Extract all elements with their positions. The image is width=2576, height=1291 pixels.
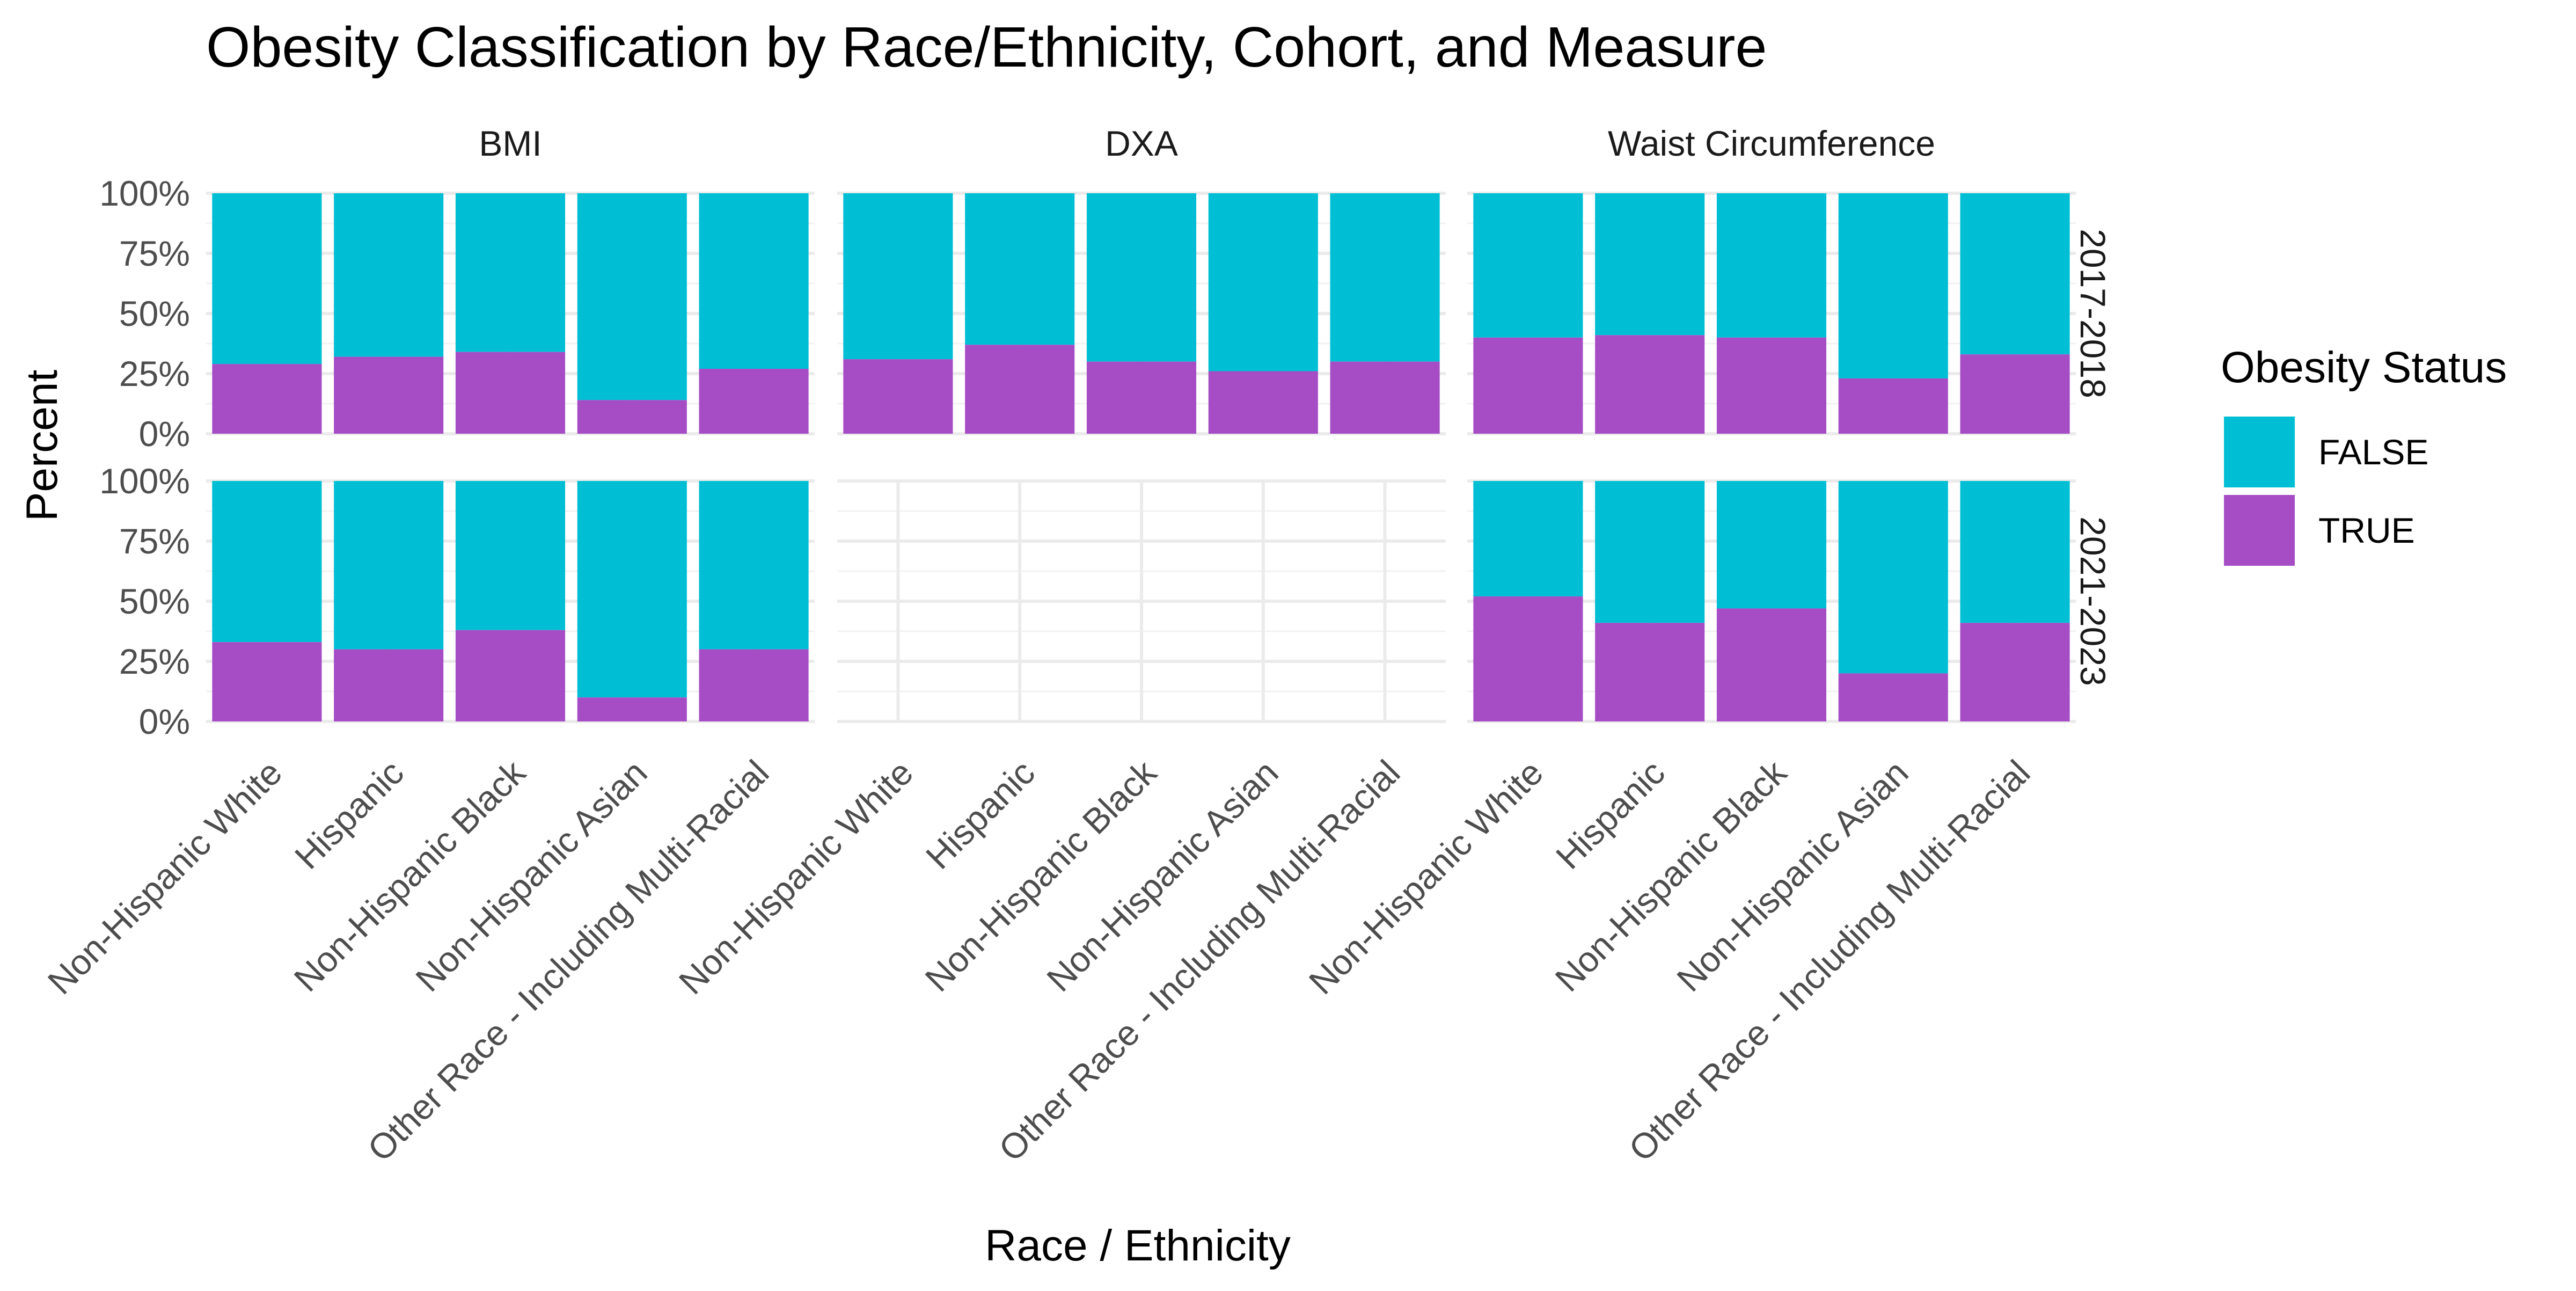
bar-true-other-race-including-multi-racial [1960, 623, 2070, 721]
y-tick-label: 100% [99, 173, 190, 213]
x-tick-label: Non-Hispanic White [40, 753, 290, 1002]
y-tick-label: 75% [119, 234, 190, 273]
bar-false-hispanic [334, 193, 444, 357]
legend-swatch-true [2224, 495, 2295, 566]
x-tick-label: Non-Hispanic Asian [408, 753, 655, 1000]
bar-true-non-hispanic-asian [577, 697, 687, 721]
bar-true-other-race-including-multi-racial [1960, 354, 2070, 434]
bar-false-non-hispanic-white [1473, 193, 1583, 338]
y-tick-label: 50% [119, 294, 190, 333]
panel-waist-circumference-2017-2018 [1467, 192, 2076, 435]
bar-false-non-hispanic-asian [577, 193, 687, 400]
bar-true-other-race-including-multi-racial [699, 369, 809, 434]
bar-true-non-hispanic-black [1716, 337, 1827, 434]
bar-true-non-hispanic-asian [1838, 378, 1948, 434]
bar-true-other-race-including-multi-racial [699, 649, 809, 721]
bar-false-other-race-including-multi-racial [1330, 193, 1440, 362]
bar-true-hispanic [334, 356, 444, 434]
bar-false-other-race-including-multi-racial [699, 193, 809, 369]
x-tick-label: Non-Hispanic Black [917, 752, 1164, 999]
bar-true-non-hispanic-black [1716, 608, 1827, 721]
bar-true-non-hispanic-white [843, 359, 953, 434]
bar-false-non-hispanic-black [455, 193, 566, 352]
x-axis-title: Race / Ethnicity [985, 1221, 1291, 1270]
legend-label-true: TRUE [2318, 510, 2415, 550]
panel-bmi-2017-2018: 0% 25% 50% 75% 100% [99, 173, 815, 454]
bar-false-non-hispanic-black [455, 481, 566, 630]
bar-false-non-hispanic-asian [1838, 193, 1948, 378]
bar-true-hispanic [1595, 335, 1705, 434]
bar-false-non-hispanic-asian [1208, 193, 1318, 371]
y-axis-title: Percent [18, 369, 67, 521]
bar-true-other-race-including-multi-racial [1330, 361, 1440, 434]
bar-false-non-hispanic-white [1473, 481, 1583, 597]
facet-strip-bmi: BMI [479, 123, 541, 163]
y-tick-label: 25% [119, 641, 190, 681]
facet-row-2017-2018: 2017-2018 [2073, 229, 2113, 398]
panel-dxa-2017-2018 [837, 192, 1446, 435]
bar-true-non-hispanic-white [212, 364, 322, 434]
bar-false-hispanic [1595, 193, 1705, 335]
panels: BMI DXA Waist Circumference 2017-2018 2021-2… [40, 123, 2113, 1169]
bar-false-non-hispanic-black [1716, 193, 1827, 338]
bar-false-non-hispanic-black [1086, 193, 1197, 362]
bar-true-non-hispanic-white [212, 642, 322, 721]
x-tick-label: Non-Hispanic Black [1547, 752, 1794, 999]
y-tick-label: 0% [139, 414, 190, 454]
bar-true-hispanic [1595, 623, 1705, 721]
legend: Obesity Status FALSE TRUE [2221, 343, 2507, 566]
facet-strip-waist-circumference: Waist Circumference [1608, 123, 1935, 163]
x-tick-label: Non-Hispanic White [671, 753, 921, 1002]
bar-false-other-race-including-multi-racial [699, 481, 809, 650]
bar-false-non-hispanic-asian [577, 481, 687, 698]
legend-label-false: FALSE [2318, 432, 2428, 472]
x-tick-label: Hispanic [287, 753, 411, 877]
y-tick-label: 50% [119, 581, 190, 621]
bar-true-non-hispanic-black [455, 630, 566, 721]
bar-true-hispanic [965, 345, 1075, 434]
facet-row-2021-2023: 2021-2023 [2073, 516, 2113, 686]
bar-true-non-hispanic-white [1473, 596, 1583, 721]
bar-false-other-race-including-multi-racial [1960, 481, 2070, 623]
x-tick-label: Hispanic [1548, 753, 1672, 877]
y-tick-label: 75% [119, 521, 190, 561]
bar-true-non-hispanic-black [455, 352, 566, 434]
x-tick-label: Non-Hispanic Asian [1039, 753, 1286, 1000]
bar-false-hispanic [334, 481, 444, 650]
facet-strip-dxa: DXA [1105, 123, 1178, 163]
x-tick-label: Non-Hispanic Black [286, 752, 533, 999]
bar-false-non-hispanic-asian [1838, 481, 1948, 674]
bar-false-other-race-including-multi-racial [1960, 193, 2070, 355]
bar-true-non-hispanic-asian [1208, 371, 1318, 434]
chart-title: Obesity Classification by Race/Ethnicity… [206, 16, 1767, 79]
bar-true-hispanic [334, 649, 444, 721]
bar-false-non-hispanic-white [212, 481, 322, 643]
legend-title: Obesity Status [2221, 343, 2507, 392]
bar-false-non-hispanic-black [1716, 481, 1827, 609]
legend-swatch-false [2224, 417, 2295, 487]
bar-true-non-hispanic-black [1086, 361, 1197, 434]
panel-bmi-2021-2023: 0% 25% 50% 75% 100% Non-Hispanic WhiteHispani… [40, 461, 815, 1169]
bar-true-non-hispanic-white [1473, 337, 1583, 434]
bar-false-non-hispanic-white [843, 193, 953, 360]
y-tick-label: 0% [139, 702, 190, 741]
y-tick-label: 25% [119, 354, 190, 393]
bar-false-non-hispanic-white [212, 193, 322, 364]
bar-false-hispanic [965, 193, 1075, 345]
x-tick-label: Non-Hispanic White [1301, 753, 1551, 1002]
y-tick-label: 100% [99, 461, 190, 501]
x-tick-label: Non-Hispanic Asian [1669, 753, 1916, 1000]
bar-true-non-hispanic-asian [1838, 673, 1948, 721]
x-tick-label: Hispanic [918, 753, 1042, 877]
bar-true-non-hispanic-asian [577, 400, 687, 434]
bar-false-hispanic [1595, 481, 1705, 623]
